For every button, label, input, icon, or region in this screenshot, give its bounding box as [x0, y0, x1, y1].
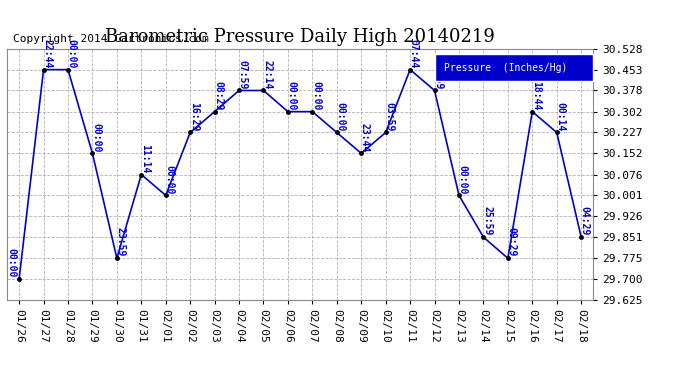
FancyBboxPatch shape [435, 54, 593, 81]
Text: 23:59: 23:59 [115, 228, 126, 257]
Text: 00:00: 00:00 [164, 165, 175, 194]
Text: 07:44: 07:44 [408, 39, 419, 68]
Text: 25:59: 25:59 [482, 206, 492, 236]
Text: 00:14: 00:14 [555, 102, 565, 131]
Text: 16:29: 16:29 [189, 102, 199, 131]
Text: 07:59: 07:59 [238, 60, 248, 89]
Text: 00:00: 00:00 [311, 81, 321, 110]
Title: Barometric Pressure Daily High 20140219: Barometric Pressure Daily High 20140219 [105, 28, 495, 46]
Text: 00:00: 00:00 [286, 81, 297, 110]
Text: 23:44: 23:44 [360, 123, 370, 152]
Text: 04:29: 04:29 [580, 206, 590, 236]
Text: 08:29: 08:29 [213, 81, 224, 110]
Text: 22:44: 22:44 [42, 39, 52, 68]
Text: Copyright 2014 Cartronics.com: Copyright 2014 Cartronics.com [13, 34, 208, 44]
Text: 11:14: 11:14 [140, 144, 150, 173]
Text: 00:00: 00:00 [67, 39, 77, 68]
Text: 09:29: 09:29 [506, 228, 517, 257]
Text: Pressure  (Inches/Hg): Pressure (Inches/Hg) [444, 63, 567, 73]
Text: 00:00: 00:00 [457, 165, 468, 194]
Text: 03:59: 03:59 [384, 102, 395, 131]
Text: 00:00: 00:00 [335, 102, 346, 131]
Text: 18:44: 18:44 [531, 81, 541, 110]
Text: 00:00: 00:00 [91, 123, 101, 152]
Text: 03:59: 03:59 [433, 60, 443, 89]
Text: 00:00: 00:00 [7, 248, 17, 278]
Text: 22:14: 22:14 [262, 60, 272, 89]
